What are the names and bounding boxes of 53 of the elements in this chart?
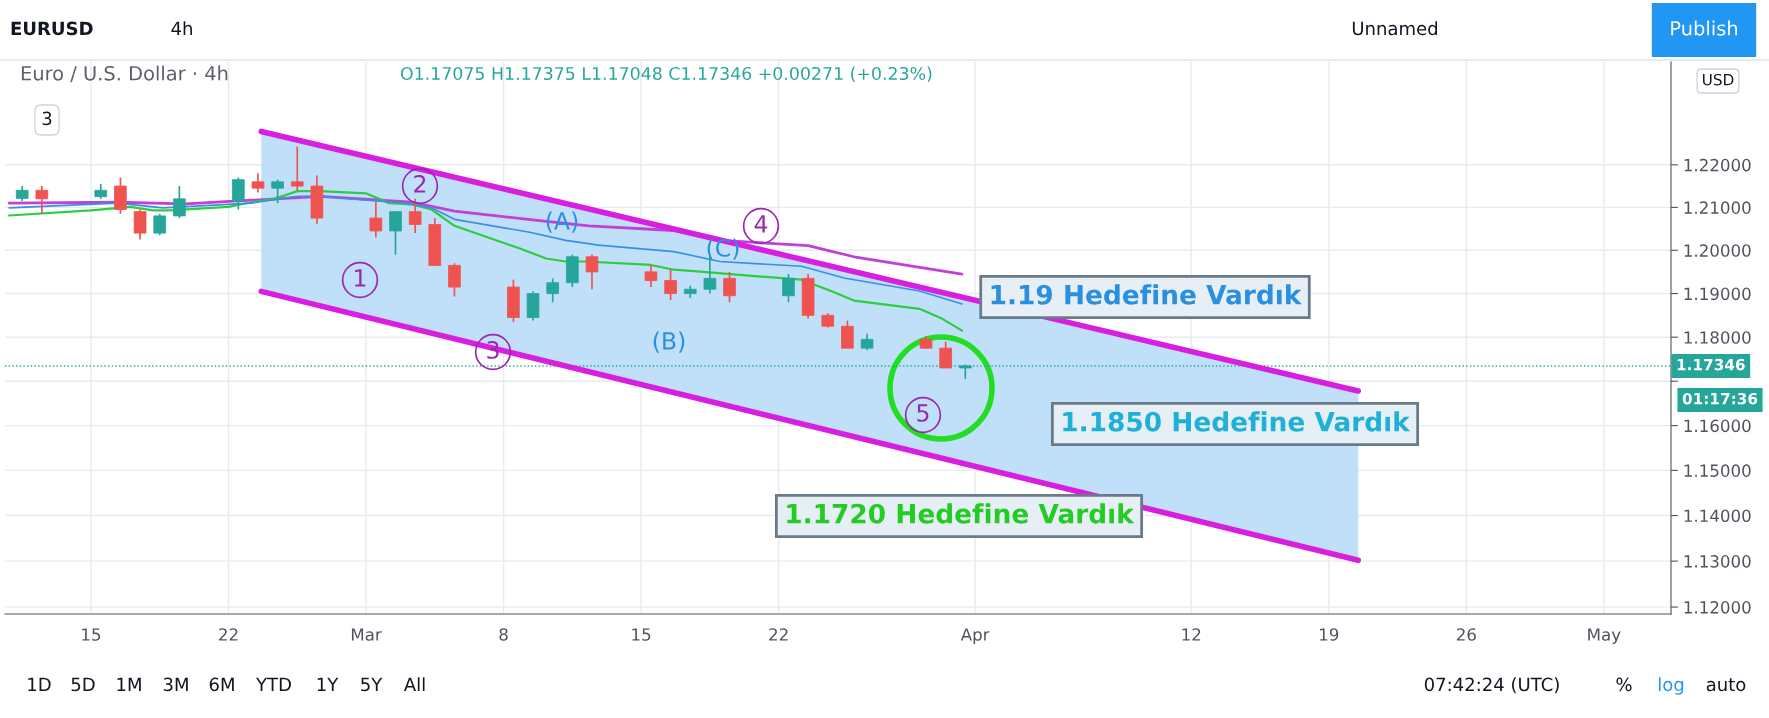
x-tick-label: 22 (769, 628, 788, 641)
text: YTD (255, 677, 291, 691)
text: USD (1703, 73, 1734, 86)
x-tick-label: Apr (960, 628, 990, 645)
y-tick-label: 1.21000 (1684, 201, 1751, 214)
text: Unnamed (1352, 21, 1438, 36)
text: 5D (71, 677, 95, 692)
text: 6M (209, 677, 234, 692)
annotation: (C) (707, 238, 739, 260)
text: auto (1706, 678, 1746, 692)
y-tick-label: 1.16000 (1684, 419, 1751, 433)
text: Publish (1671, 20, 1738, 36)
annotation: 1.1850 Hedefine Vardık (1063, 411, 1411, 432)
y-tick-label: 1.15000 (1684, 464, 1751, 477)
annotation: 1 (355, 269, 366, 287)
y-tick-label: 1.12000 (1684, 601, 1751, 614)
annotation: (B) (653, 331, 685, 353)
annotation: 2 (414, 174, 426, 193)
x-tick-label: 19 (1320, 628, 1339, 641)
text: 4h (171, 21, 192, 35)
text: 3M (163, 677, 188, 692)
y-tick-label: 1.13000 (1684, 555, 1751, 568)
text: 1M (117, 677, 141, 691)
text: All (403, 677, 425, 691)
y-tick-label: 1.22000 (1684, 158, 1751, 172)
annotation: 1.19 Hedefine Vardık (991, 284, 1302, 305)
annotation: 1.1720 Hedefine Vardık (787, 503, 1135, 524)
y-tick-label: 1.14000 (1684, 509, 1751, 523)
text: 01:17:36 (1682, 392, 1758, 405)
text: % (1616, 677, 1632, 692)
y-tick-label: 1.18000 (1684, 331, 1751, 344)
text: 1D (28, 677, 51, 691)
x-tick-label: 15 (632, 628, 651, 641)
x-tick-label: 26 (1456, 628, 1476, 641)
x-tick-label: 12 (1182, 628, 1201, 641)
annotation: 4 (754, 215, 768, 233)
x-tick-label: 15 (82, 628, 101, 641)
chart-title: Euro / U.S. Dollar · 4h (21, 65, 228, 83)
annotation: 3 (42, 111, 52, 126)
y-tick-label: 1.20000 (1684, 244, 1751, 257)
x-tick-label: Mar (351, 628, 382, 641)
text: 5Y (361, 677, 383, 692)
text: EURUSD (11, 21, 93, 36)
x-tick-label: 8 (499, 628, 508, 641)
x-tick-label: 22 (219, 628, 238, 641)
annotation: 5 (917, 404, 929, 422)
chart-subtitle: O1.17075 H1.17375 L1.17048 C1.17346 +0.00271 (+0.23%) (400, 66, 932, 83)
ref-line-label: 1.17346 (1677, 358, 1745, 371)
text: 07:42:24 (UTC) (1424, 677, 1559, 694)
x-tick-label: May (1588, 628, 1621, 645)
text: 1Y (317, 677, 339, 691)
text: log (1658, 677, 1684, 695)
y-tick-label: 1.19000 (1684, 287, 1751, 301)
